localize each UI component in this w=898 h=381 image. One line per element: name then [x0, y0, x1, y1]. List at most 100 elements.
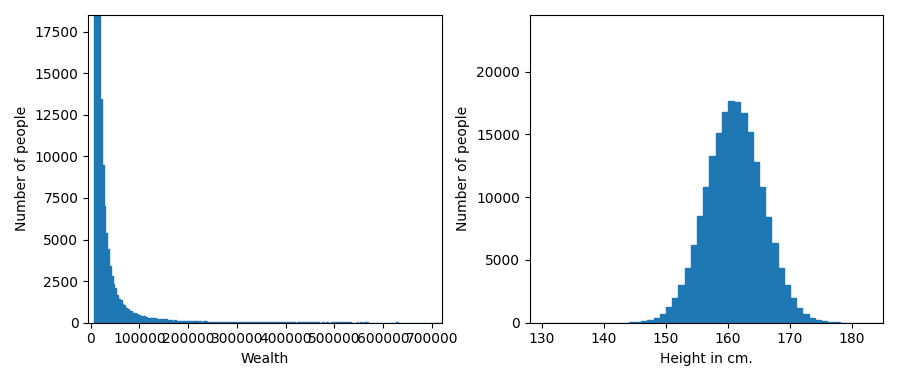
Bar	[198, 322, 199, 323]
Bar	[262, 322, 264, 323]
Bar	[174, 320, 176, 323]
Bar	[109, 266, 110, 323]
Bar	[203, 322, 205, 323]
Bar	[684, 268, 691, 323]
Bar	[144, 316, 145, 323]
Bar	[821, 322, 827, 323]
Bar	[130, 311, 133, 323]
Bar	[212, 322, 214, 323]
Bar	[153, 319, 154, 323]
Bar	[274, 322, 276, 323]
Bar	[269, 322, 270, 323]
Bar	[232, 322, 233, 323]
Bar	[119, 301, 121, 323]
Bar	[194, 321, 196, 323]
Bar	[160, 319, 162, 323]
Bar	[171, 320, 172, 323]
Bar	[169, 320, 171, 323]
Bar	[264, 322, 267, 323]
Bar	[251, 322, 253, 323]
Bar	[660, 314, 666, 323]
Bar	[176, 321, 178, 323]
Bar	[101, 165, 103, 323]
Bar	[107, 249, 109, 323]
Bar	[746, 131, 753, 323]
Bar	[178, 321, 180, 323]
Bar	[285, 322, 286, 323]
Bar	[259, 322, 260, 323]
Bar	[133, 313, 135, 323]
Bar	[226, 322, 228, 323]
Bar	[185, 321, 187, 323]
Bar	[217, 322, 219, 323]
Bar	[110, 277, 112, 323]
Bar	[228, 322, 230, 323]
Bar	[219, 322, 221, 323]
Bar	[181, 320, 183, 323]
Bar	[784, 285, 790, 323]
Bar	[250, 322, 251, 323]
Bar	[276, 322, 277, 323]
Bar	[172, 321, 174, 323]
Bar	[797, 308, 803, 323]
Bar	[214, 322, 216, 323]
Bar	[216, 322, 217, 323]
Bar	[147, 318, 149, 323]
Bar	[223, 322, 224, 323]
Bar	[728, 101, 735, 323]
Bar	[154, 318, 156, 323]
Bar	[205, 321, 207, 323]
Bar	[235, 322, 237, 323]
Bar	[158, 319, 160, 323]
Bar	[149, 318, 151, 323]
X-axis label: Wealth: Wealth	[241, 352, 289, 366]
Bar	[267, 322, 269, 323]
Y-axis label: Number of people: Number of people	[456, 106, 471, 231]
Bar	[803, 314, 808, 323]
Bar	[808, 318, 814, 323]
Bar	[641, 321, 647, 323]
Bar	[257, 322, 259, 323]
Bar	[207, 322, 208, 323]
Bar	[112, 284, 114, 323]
Bar	[741, 113, 746, 323]
Bar	[180, 320, 181, 323]
Bar	[286, 322, 288, 323]
Bar	[135, 313, 136, 323]
Bar	[116, 295, 118, 323]
Bar	[156, 319, 158, 323]
Bar	[778, 267, 784, 323]
Bar	[96, 0, 98, 323]
Bar	[151, 318, 153, 323]
Bar	[208, 322, 210, 323]
Bar	[136, 314, 138, 323]
Bar	[241, 322, 242, 323]
Bar	[765, 216, 771, 323]
Bar	[272, 322, 274, 323]
Bar	[647, 320, 654, 323]
Bar	[162, 319, 163, 323]
Bar	[114, 288, 116, 323]
Bar	[678, 285, 684, 323]
Bar	[260, 322, 262, 323]
Bar	[771, 243, 778, 323]
Bar	[814, 320, 821, 323]
Bar	[255, 322, 257, 323]
Bar	[140, 315, 142, 323]
Bar	[230, 322, 232, 323]
Bar	[189, 321, 190, 323]
Bar	[123, 305, 125, 323]
Bar	[190, 321, 192, 323]
Bar	[753, 162, 759, 323]
Bar	[100, 99, 101, 323]
Bar	[127, 309, 128, 323]
Bar	[246, 322, 248, 323]
Bar	[145, 317, 147, 323]
Bar	[635, 322, 641, 323]
Bar	[722, 112, 728, 323]
Bar	[239, 322, 241, 323]
Bar	[281, 322, 283, 323]
Bar	[201, 322, 203, 323]
Bar	[253, 322, 255, 323]
Bar	[224, 322, 226, 323]
